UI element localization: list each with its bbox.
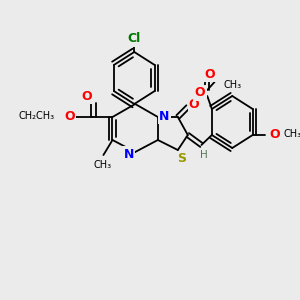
Text: CH₃: CH₃ (284, 129, 300, 139)
Text: CH₃: CH₃ (94, 160, 112, 170)
Text: O: O (269, 128, 280, 140)
Text: Cl: Cl (128, 32, 141, 46)
Text: CH₂CH₃: CH₂CH₃ (18, 111, 54, 121)
Text: O: O (64, 110, 75, 122)
Text: CH₃: CH₃ (224, 80, 242, 90)
Text: N: N (124, 148, 134, 160)
Text: H: H (200, 150, 208, 160)
Text: S: S (177, 152, 186, 166)
Text: N: N (159, 110, 169, 122)
Text: O: O (195, 86, 205, 100)
Text: O: O (81, 89, 92, 103)
Text: O: O (205, 68, 215, 80)
Text: O: O (189, 98, 200, 112)
